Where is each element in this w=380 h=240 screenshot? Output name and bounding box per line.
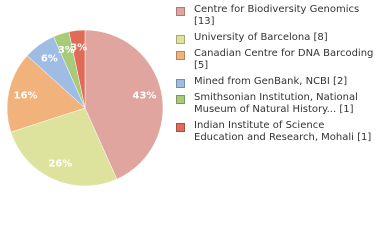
pie-slice [68, 29, 86, 109]
legend-item: Canadian Centre for DNA Barcoding [5] [174, 48, 374, 72]
slice-label: 3% [70, 42, 87, 53]
slice-label: 3% [58, 45, 75, 56]
legend-swatch [176, 123, 185, 132]
legend-label: University of Barcelona [8] [194, 32, 328, 43]
legend-label: Indian Institute of Science Education an… [194, 120, 372, 143]
legend-label: Mined from GenBank, NCBI [2] [194, 76, 348, 87]
pie-slice [84, 29, 164, 180]
legend: Centre for Biodiversity Genomics [13] Uni… [174, 4, 374, 148]
legend-label: Smithsonian Institution, National Museum… [194, 92, 358, 115]
legend-label: Canadian Centre for DNA Barcoding [5] [194, 48, 374, 71]
legend-swatch [176, 79, 185, 88]
slice-label: 6% [41, 54, 58, 65]
legend-swatch [176, 7, 185, 16]
legend-item: University of Barcelona [8] [174, 32, 374, 44]
legend-item: Smithsonian Institution, National Museum… [174, 92, 374, 116]
slice-label: 43% [133, 90, 157, 101]
legend-item: Mined from GenBank, NCBI [2] [174, 76, 374, 88]
legend-item: Centre for Biodiversity Genomics [13] [174, 4, 374, 28]
pie-slice [6, 55, 86, 133]
legend-swatch [176, 35, 185, 44]
legend-swatch [176, 51, 185, 60]
slice-label: 16% [14, 90, 38, 101]
legend-swatch [176, 95, 185, 104]
slice-label: 26% [48, 159, 72, 170]
legend-item: Indian Institute of Science Education an… [174, 120, 374, 144]
legend-label: Centre for Biodiversity Genomics [13] [194, 4, 360, 27]
pie-chart: 43%26%16%6%3%3% [6, 29, 164, 187]
pie-slice [10, 107, 118, 187]
